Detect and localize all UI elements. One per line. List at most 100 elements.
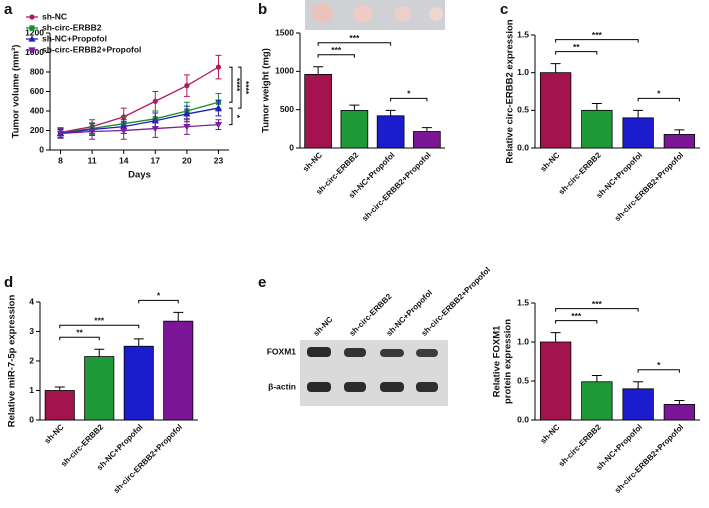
- error-bar: [591, 375, 602, 382]
- y-axis-label: Relative circ-ERBB2 expression: [505, 19, 516, 163]
- y-tick-label: 0: [289, 142, 294, 152]
- y-tick-label: 1000: [275, 66, 294, 76]
- x-tick-label: 23: [214, 155, 224, 165]
- significance-label: ***: [592, 299, 603, 309]
- bar: [581, 109, 613, 149]
- series-line: [60, 66, 219, 134]
- marker: [152, 98, 158, 104]
- x-tick-label: sh-circ-ERBB2+Propofol: [613, 151, 686, 224]
- panel-letter: c: [500, 1, 508, 18]
- error-bar: [94, 348, 105, 357]
- significance-label: ***: [349, 33, 360, 43]
- y-tick-label: 1.5: [517, 29, 529, 39]
- y-tick-label: 500: [280, 104, 294, 114]
- significance-label: ***: [571, 311, 582, 321]
- significance-label: *: [657, 360, 661, 370]
- y-axis-label: Tumor volume (mm³): [11, 45, 22, 139]
- significance-bracket: [229, 66, 233, 103]
- legend-label: sh-NC+Propofol: [42, 33, 107, 43]
- y-axis-label: Tumor weight (mg): [261, 48, 272, 133]
- error-bar: [173, 311, 184, 322]
- significance-label: ***: [94, 315, 105, 325]
- bar: [622, 388, 654, 421]
- bar: [581, 381, 613, 421]
- y-axis-label: protein expression: [503, 319, 514, 404]
- marker: [183, 110, 191, 117]
- significance-bracket: [317, 54, 355, 58]
- error-bar: [133, 338, 144, 347]
- marker: [56, 130, 65, 138]
- error-bar: [550, 63, 561, 73]
- significance-bracket: [390, 97, 428, 102]
- error-bar: [591, 103, 602, 111]
- error-bar: [421, 127, 432, 132]
- x-tick-label: sh-circ-ERBB2: [557, 422, 603, 468]
- y-tick-label: 2: [29, 355, 34, 365]
- significance-bracket: [138, 299, 179, 304]
- marker: [184, 83, 190, 89]
- y-tick-label: 0.0: [517, 142, 529, 152]
- series-line: [60, 124, 219, 135]
- bar: [340, 110, 369, 149]
- x-tick-label: sh-NC: [539, 422, 562, 445]
- x-tick-label: sh-NC: [539, 150, 562, 173]
- error-bar: [550, 332, 561, 342]
- x-axis-label: Days: [128, 170, 151, 181]
- marker: [151, 125, 159, 133]
- bar: [413, 131, 441, 149]
- x-tick-label: sh-circ-ERBB2+Propofol: [112, 423, 185, 496]
- bar: [376, 115, 405, 149]
- error-bar: [674, 400, 685, 405]
- significance-bracket: [555, 308, 639, 312]
- significance-label: *: [157, 291, 161, 301]
- y-tick-label: 200: [30, 125, 44, 135]
- blot-lane-label: sh-circ-ERBB2+Propofol: [420, 265, 493, 338]
- y-tick-label: 1.0: [517, 336, 529, 346]
- significance-label: ****: [241, 81, 251, 95]
- series-line: [60, 101, 219, 134]
- bar: [622, 117, 654, 149]
- y-tick-label: 1: [29, 385, 34, 395]
- x-tick-label: sh-circ-ERBB2+Propofol: [613, 423, 686, 496]
- significance-label: **: [76, 327, 83, 337]
- significance-label: *: [232, 115, 242, 119]
- y-tick-label: 0: [29, 414, 34, 424]
- y-tick-label: 3: [29, 326, 34, 336]
- x-tick-label: sh-circ-ERBB2: [557, 150, 603, 196]
- significance-bracket: [238, 66, 242, 109]
- marker: [183, 124, 191, 131]
- y-tick-label: 0.5: [517, 375, 529, 385]
- panel-letter: d: [4, 274, 13, 291]
- western-blot: [300, 340, 448, 406]
- y-tick-label: 1.0: [517, 67, 529, 77]
- bar: [304, 74, 332, 149]
- x-tick-label: sh-NC: [43, 422, 66, 445]
- significance-bracket: [555, 39, 639, 43]
- significance-bracket: [59, 324, 140, 329]
- significance-bracket: [637, 369, 680, 373]
- significance-label: *: [657, 89, 661, 99]
- significance-bracket: [229, 107, 233, 126]
- blot-row-label: FOXM1: [267, 346, 297, 356]
- significance-label: ***: [331, 45, 342, 55]
- x-tick-label: 20: [182, 155, 192, 165]
- error-bar: [54, 386, 65, 391]
- blot-lane-label: sh-NC: [312, 315, 335, 338]
- y-tick-label: 1200: [25, 27, 44, 37]
- y-tick-label: 0.5: [517, 105, 529, 115]
- y-tick-label: 1.5: [517, 297, 529, 307]
- y-tick-label: 1500: [275, 27, 294, 37]
- legend-label: sh-NC: [42, 11, 67, 21]
- significance-bracket: [555, 320, 598, 324]
- x-tick-label: 8: [58, 155, 63, 165]
- significance-bracket: [637, 97, 680, 102]
- x-tick-label: sh-NC: [301, 150, 324, 173]
- y-tick-label: 4: [29, 296, 34, 306]
- bar: [123, 345, 154, 421]
- significance-label: *: [407, 89, 411, 99]
- panel-letter: a: [4, 1, 13, 18]
- bar: [539, 341, 572, 421]
- error-bar: [633, 381, 644, 389]
- marker: [88, 128, 96, 136]
- legend-label: sh-circ-ERBB2+Propofol: [42, 44, 141, 54]
